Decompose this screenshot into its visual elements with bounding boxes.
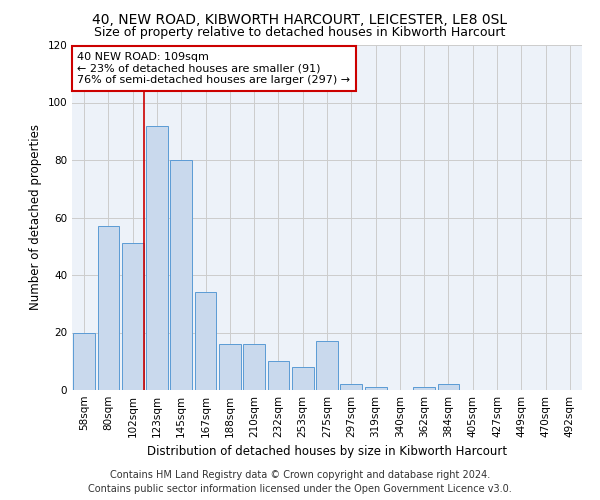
- Bar: [413, 387, 435, 390]
- Y-axis label: Number of detached properties: Number of detached properties: [29, 124, 42, 310]
- Bar: [292, 367, 314, 390]
- Bar: [316, 341, 338, 390]
- Text: 40, NEW ROAD, KIBWORTH HARCOURT, LEICESTER, LE8 0SL: 40, NEW ROAD, KIBWORTH HARCOURT, LEICEST…: [92, 12, 508, 26]
- Bar: [122, 244, 143, 390]
- Bar: [73, 332, 95, 390]
- Bar: [194, 292, 217, 390]
- Bar: [365, 387, 386, 390]
- Text: Size of property relative to detached houses in Kibworth Harcourt: Size of property relative to detached ho…: [94, 26, 506, 39]
- Bar: [146, 126, 168, 390]
- Bar: [97, 226, 119, 390]
- Bar: [437, 384, 460, 390]
- Bar: [170, 160, 192, 390]
- Bar: [219, 344, 241, 390]
- X-axis label: Distribution of detached houses by size in Kibworth Harcourt: Distribution of detached houses by size …: [147, 446, 507, 458]
- Bar: [268, 361, 289, 390]
- Text: Contains HM Land Registry data © Crown copyright and database right 2024.
Contai: Contains HM Land Registry data © Crown c…: [88, 470, 512, 494]
- Bar: [243, 344, 265, 390]
- Text: 40 NEW ROAD: 109sqm
← 23% of detached houses are smaller (91)
76% of semi-detach: 40 NEW ROAD: 109sqm ← 23% of detached ho…: [77, 52, 350, 85]
- Bar: [340, 384, 362, 390]
